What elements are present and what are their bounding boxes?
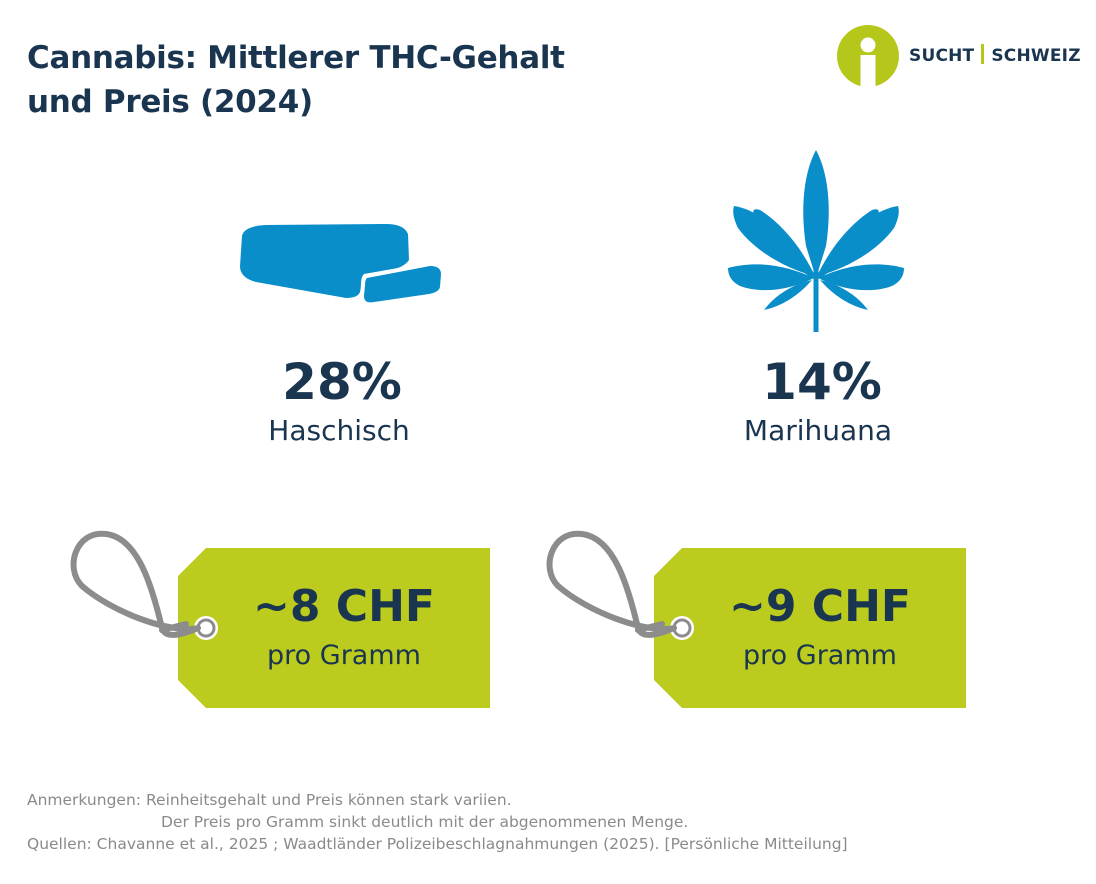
logo-text-sucht: SUCHT [909, 46, 975, 66]
sucht-schweiz-logo: SUCHT SCHWEIZ [836, 24, 1086, 88]
note-line-1: Anmerkungen: Reinheitsgehalt und Preis k… [27, 789, 1087, 811]
price-marihuana: ~9 CHF [729, 581, 911, 632]
thc-value-marihuana: 14% [762, 353, 882, 411]
cannabis-leaf-icon [728, 150, 904, 332]
unit-hashish: pro Gramm [267, 640, 421, 671]
price-tag-hashish [70, 530, 490, 708]
page-title: Cannabis: Mittlerer THC-Gehalt und Preis… [27, 36, 727, 124]
thc-value-hashish: 28% [282, 353, 402, 411]
label-marihuana: Marihuana [743, 414, 893, 447]
price-tag-marihuana [546, 530, 966, 708]
logo-text: SUCHT SCHWEIZ [909, 44, 1081, 66]
hashish-block-icon [240, 224, 446, 307]
unit-marihuana: pro Gramm [743, 640, 897, 671]
logo-separator [981, 44, 985, 64]
notes-label: Anmerkungen: [27, 791, 142, 809]
title-line-2: und Preis (2024) [27, 84, 313, 120]
logo-text-schweiz: SCHWEIZ [991, 46, 1081, 66]
sources-line: Quellen: Chavanne et al., 2025 ; Waadtlä… [27, 835, 848, 853]
note-text-1: Reinheitsgehalt und Preis können stark v… [145, 791, 512, 809]
note-line-2: Der Preis pro Gramm sinkt deutlich mit d… [161, 813, 689, 831]
title-line-1: Cannabis: Mittlerer THC-Gehalt [27, 40, 565, 76]
label-hashish: Haschisch [268, 414, 410, 447]
price-hashish: ~8 CHF [253, 581, 435, 632]
logo-i-icon [837, 25, 899, 88]
footnotes: Anmerkungen: Reinheitsgehalt und Preis k… [27, 789, 1087, 855]
